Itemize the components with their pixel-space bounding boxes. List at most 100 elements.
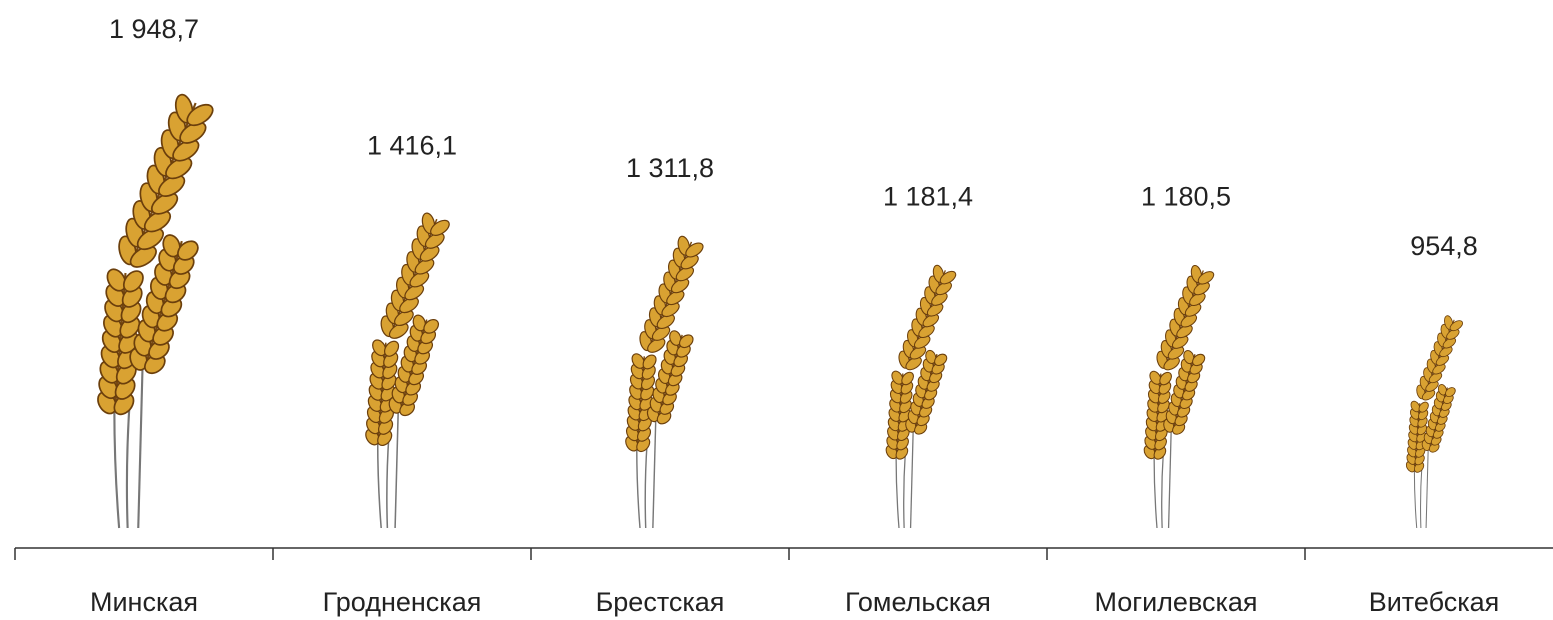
kernel [675,266,695,282]
kernel [1189,292,1206,307]
kernel [679,334,694,349]
kernel [423,319,440,334]
kernel [394,309,414,327]
wheat-icon [885,264,957,529]
kernel [1432,363,1446,375]
stem [652,420,657,529]
x-tick-label: Гродненская [323,587,482,617]
wheat-icon [1143,264,1215,529]
stem [644,442,648,529]
kernel [1167,346,1185,360]
kernel [925,349,937,364]
kernel [1421,389,1436,401]
stem [394,412,399,529]
kernel [186,103,214,127]
value-label: 1 416,1 [367,130,457,160]
kernel [1418,401,1429,413]
kernel [1176,324,1193,339]
stem [125,400,131,529]
kernel [1446,328,1460,340]
kernel [1184,303,1202,317]
kernel [905,356,922,371]
kernel [122,270,144,293]
kernel [129,245,157,268]
kernel [1180,313,1198,328]
kernel [150,192,179,215]
kernel [1435,354,1450,366]
kernel [935,281,952,296]
stem [1425,449,1429,529]
stem [1167,431,1172,529]
kernel [412,314,426,332]
kernel [162,234,181,258]
stem [903,450,907,529]
kernel [651,325,671,341]
kernel [1149,370,1162,385]
kernel [901,371,914,386]
kernel [661,302,680,318]
kernel [399,297,419,314]
kernel [913,335,931,349]
value-label: 1 311,8 [626,153,714,183]
kernel [909,346,927,360]
kernel [1439,346,1453,358]
kernel [669,330,682,346]
kernel [670,278,690,294]
kernel [934,353,948,366]
kernel [647,337,666,353]
kernel [179,121,207,144]
kernel [388,322,409,339]
x-tick-label: Витебская [1369,587,1500,617]
kernel [165,156,193,180]
kernel [1183,350,1195,365]
wheat-icon [625,235,704,529]
stem [386,435,390,529]
x-tick-label: Гомельская [845,587,991,617]
kernel [106,268,127,292]
kernel [158,174,186,197]
kernel [1428,372,1443,384]
x-tick-label: Брестская [596,587,725,617]
kernel [1193,281,1210,296]
stem [137,368,144,529]
x-tick-label: Могилевская [1094,587,1257,617]
kernel [1159,371,1172,386]
kernel [1449,320,1463,332]
stem [1420,465,1423,529]
kernel [642,354,657,370]
value-label: 1 948,7 [109,14,199,44]
wheat-icon [97,93,214,529]
kernel [409,271,430,288]
kernel [918,324,935,339]
kernel [1197,271,1215,285]
kernel [177,240,199,261]
kernel [1410,400,1421,413]
wheat-icon [1405,315,1463,529]
kernel [404,284,425,301]
kernel [1442,337,1457,349]
kernel [1425,380,1439,392]
kernel [891,370,904,385]
kernel [136,227,164,251]
kernel [419,245,440,262]
stem [1161,450,1165,529]
kernel [685,242,704,258]
kernel [143,210,172,233]
kernel [1163,356,1180,371]
kernel [1437,384,1447,396]
kernel [383,340,400,357]
wheat-icon [365,212,450,529]
kernel [939,270,957,285]
kernel [631,353,645,369]
kernel [666,290,685,306]
kernel [680,254,699,270]
kernel [172,139,200,162]
kernel [931,292,948,306]
kernel [424,232,445,249]
kernel [926,303,944,317]
kernel [1192,353,1206,367]
value-label: 954,8 [1410,231,1478,261]
value-label: 1 181,4 [883,181,973,211]
kernel [372,339,387,357]
